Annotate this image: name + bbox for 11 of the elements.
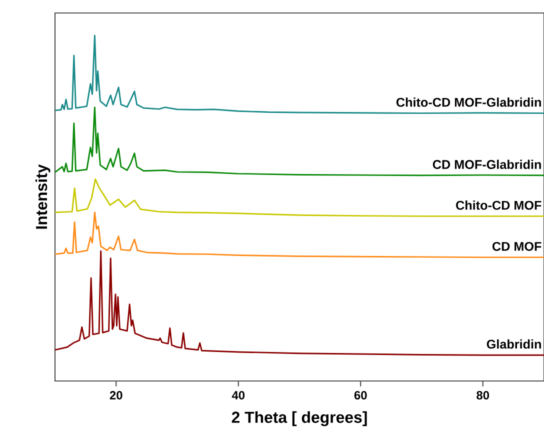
series-label: CD MOF bbox=[492, 242, 542, 251]
series-label: Chito-CD MOF bbox=[456, 200, 542, 210]
x-tick-label: 20 bbox=[110, 391, 122, 400]
x-tick-label: 60 bbox=[354, 391, 367, 400]
series-label: Glabridin bbox=[486, 339, 541, 349]
series-label: CD MOF-Glabridin bbox=[432, 160, 541, 169]
x-tick-label: 80 bbox=[476, 391, 490, 400]
series-label: Chito-CD MOF-Glabridin bbox=[396, 98, 541, 107]
y-axis-title: Intensity bbox=[35, 164, 50, 229]
x-axis-title: 2 Theta [ degrees] bbox=[232, 411, 367, 426]
x-tick-label: 40 bbox=[232, 391, 245, 400]
